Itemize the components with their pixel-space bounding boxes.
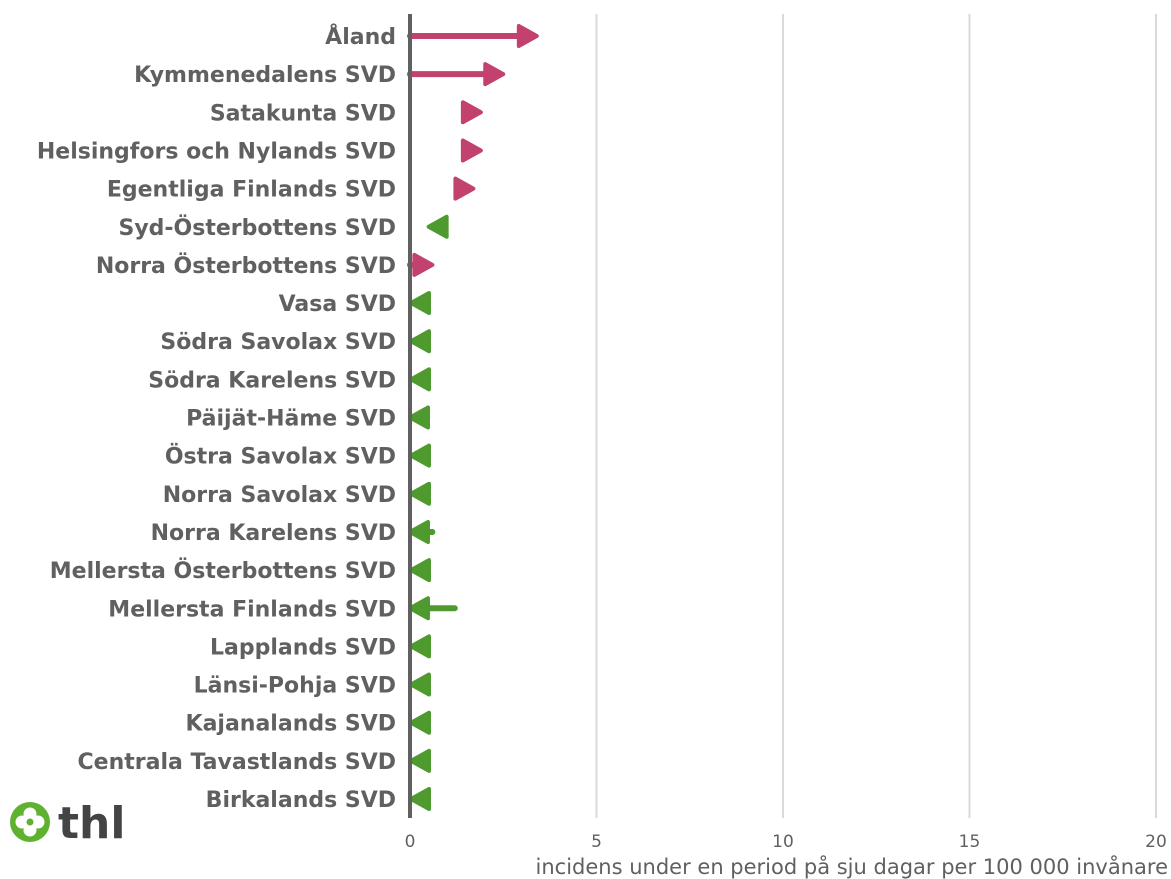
arrow-head-19 (409, 748, 431, 773)
arrow-head-13 (408, 519, 430, 544)
arrow-6 (407, 252, 435, 277)
tick-label-layer: 0 5 10 15 20 (405, 832, 1167, 852)
logo-icon-petal-0 (23, 807, 37, 821)
logo-text: thl (58, 798, 125, 849)
category-label-14: Mellersta Österbottens SVD (50, 558, 396, 584)
arrow-4 (453, 176, 476, 201)
arrow-head-6 (412, 252, 435, 277)
category-label-11: Östra Savolax SVD (165, 444, 396, 470)
logo-icon-petal-3 (15, 815, 29, 829)
arrow-head-10 (408, 405, 430, 430)
arrow-head-2 (460, 100, 483, 125)
arrow-10 (408, 405, 430, 430)
x-tick-label-5: 5 (591, 832, 602, 852)
arrow-5 (426, 214, 449, 239)
category-label-7: Vasa SVD (279, 292, 396, 317)
arrow-head-9 (409, 367, 431, 392)
arrow-7 (409, 291, 431, 316)
arrow-head-12 (409, 481, 431, 506)
logo-icon-center (26, 818, 34, 826)
arrow-head-4 (453, 176, 476, 201)
category-label-3: Helsingfors och Nylands SVD (37, 139, 396, 164)
arrow-head-17 (409, 672, 431, 697)
arrow-layer (407, 24, 539, 811)
arrow-1 (407, 62, 506, 87)
category-label-1: Kymmenedalens SVD (134, 63, 396, 88)
category-label-18: Kajanalands SVD (186, 712, 396, 737)
arrow-17 (409, 672, 431, 697)
clover-flower-icon (10, 802, 50, 842)
arrow-head-8 (409, 329, 431, 354)
arrow-head-20 (409, 787, 431, 811)
arrow-head-16 (409, 634, 431, 659)
arrow-3 (460, 138, 483, 163)
arrow-16 (409, 634, 431, 659)
category-label-8: Södra Savolax SVD (160, 330, 396, 355)
category-label-5: Syd-Österbottens SVD (118, 215, 396, 241)
x-axis-title: incidens under en period på sju dagar pe… (536, 854, 1168, 879)
category-label-16: Lapplands SVD (210, 635, 396, 660)
category-label-20: Birkalands SVD (206, 788, 396, 813)
category-label-15: Mellersta Finlands SVD (108, 597, 396, 622)
category-label-6: Norra Österbottens SVD (96, 253, 396, 279)
arrow-head-11 (409, 443, 431, 468)
arrow-15 (408, 596, 458, 621)
category-label-12: Norra Savolax SVD (163, 483, 396, 508)
logo-icon-petal-2 (23, 823, 37, 837)
category-label-17: Länsi-Pohja SVD (194, 674, 396, 699)
arrow-19 (409, 748, 431, 773)
category-label-2: Satakunta SVD (210, 101, 396, 126)
arrow-11 (409, 443, 431, 468)
category-label-layer: Åland Kymmenedalens SVD Satakunta SVD Helsi… (37, 24, 396, 813)
arrow-0 (407, 24, 539, 48)
arrow-9 (409, 367, 431, 392)
arrow-12 (409, 481, 431, 506)
arrow-head-3 (460, 138, 483, 163)
arrow-18 (409, 710, 431, 735)
arrow-2 (460, 100, 483, 125)
arrow-13 (408, 519, 436, 544)
arrow-head-15 (408, 596, 430, 621)
x-tick-label-20: 20 (1145, 832, 1167, 852)
category-label-4: Egentliga Finlands SVD (107, 178, 396, 203)
arrow-head-0 (516, 24, 539, 48)
logo-icon-petal-1 (31, 815, 45, 829)
arrow-head-7 (409, 291, 431, 316)
arrow-20 (409, 787, 431, 811)
arrow-head-18 (409, 710, 431, 735)
grid-layer (595, 14, 1157, 818)
arrow-head-1 (483, 62, 506, 87)
category-label-0: Åland (325, 24, 396, 50)
category-label-9: Södra Karelens SVD (148, 368, 396, 393)
arrow-8 (409, 329, 431, 354)
arrow-head-14 (409, 558, 431, 583)
x-tick-label-10: 10 (772, 832, 794, 852)
category-label-10: Päijät-Häme SVD (186, 407, 396, 432)
thl-logo: thl (10, 798, 125, 849)
category-label-19: Centrala Tavastlands SVD (78, 750, 396, 775)
arrow-14 (409, 558, 431, 583)
category-label-13: Norra Karelens SVD (151, 521, 396, 546)
x-tick-label-0: 0 (405, 832, 416, 852)
arrow-head-5 (426, 214, 449, 239)
x-tick-label-15: 15 (959, 832, 981, 852)
